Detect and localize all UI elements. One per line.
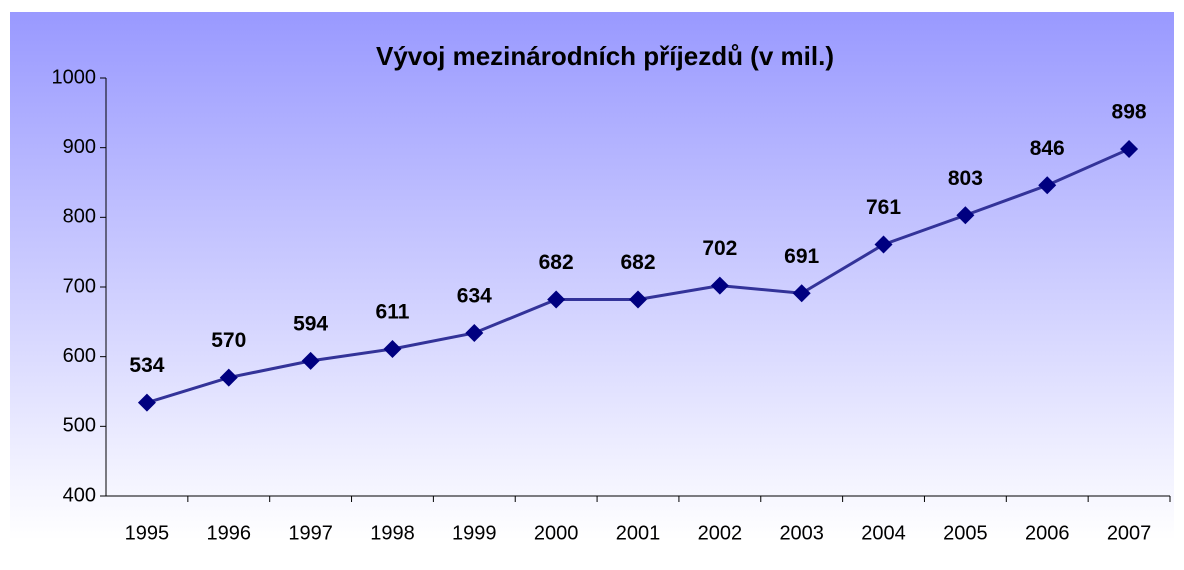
x-tick-label: 1999 xyxy=(452,522,497,544)
x-tick-label: 2006 xyxy=(1025,522,1070,544)
y-tick-label: 600 xyxy=(63,345,96,367)
x-tick-label: 1996 xyxy=(207,522,252,544)
x-tick-label: 1997 xyxy=(288,522,333,544)
x-tick-label: 2003 xyxy=(779,522,824,544)
marker xyxy=(710,276,729,295)
x-tick-label: 2002 xyxy=(698,522,743,544)
y-tick-label: 500 xyxy=(63,415,96,437)
x-tick-label: 2000 xyxy=(534,522,579,544)
chart-background xyxy=(10,12,1174,540)
marker xyxy=(956,206,975,225)
data-label: 691 xyxy=(784,245,819,268)
data-label: 634 xyxy=(457,285,492,308)
marker xyxy=(792,284,811,303)
data-label: 702 xyxy=(702,237,737,260)
data-label: 570 xyxy=(211,329,246,352)
y-tick-label: 900 xyxy=(63,136,96,158)
x-tick-label: 1995 xyxy=(125,522,170,544)
x-tick-label: 2007 xyxy=(1107,522,1152,544)
marker xyxy=(1120,140,1139,159)
marker xyxy=(219,368,238,387)
chart-title: Vývoj mezinárodních příjezdů (v mil.) xyxy=(376,41,834,71)
marker xyxy=(547,290,566,309)
data-label: 594 xyxy=(293,312,328,335)
y-tick-label: 400 xyxy=(63,484,96,506)
marker xyxy=(383,340,402,359)
data-label: 534 xyxy=(129,354,164,377)
marker xyxy=(137,393,156,412)
x-tick-label: 2001 xyxy=(616,522,661,544)
y-tick-label: 1000 xyxy=(52,66,97,88)
data-label: 682 xyxy=(620,251,655,274)
marker xyxy=(629,290,647,309)
data-label: 682 xyxy=(539,251,574,274)
x-tick-label: 2005 xyxy=(943,522,988,544)
x-tick-label: 2004 xyxy=(861,522,906,544)
data-label: 846 xyxy=(1030,137,1065,160)
y-tick-label: 700 xyxy=(63,275,96,297)
marker xyxy=(301,351,320,370)
marker xyxy=(465,323,484,342)
data-label: 898 xyxy=(1112,101,1147,124)
y-tick-label: 800 xyxy=(63,206,96,228)
marker xyxy=(874,235,893,254)
marker xyxy=(1038,176,1057,195)
data-label: 761 xyxy=(866,196,901,219)
data-label: 611 xyxy=(376,301,410,324)
data-label: 803 xyxy=(948,167,983,190)
x-tick-label: 1998 xyxy=(370,522,415,544)
